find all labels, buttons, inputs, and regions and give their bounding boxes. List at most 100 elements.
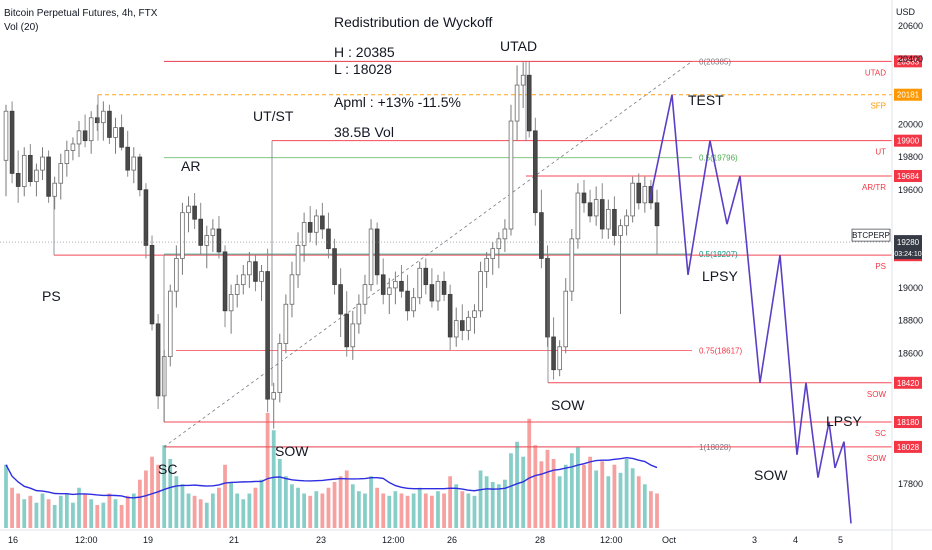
symbol-title: Bitcoin Perpetual Futures, 4h, FTX (4, 8, 158, 19)
candlesticks (3, 61, 660, 429)
volume-bar (490, 482, 495, 528)
volume-bar (210, 493, 215, 528)
level-price-text: 18028 (897, 443, 920, 452)
level-label: UTAD (865, 68, 886, 77)
candle-body (326, 228, 331, 250)
candle-body (192, 205, 197, 220)
volume-bar (162, 445, 167, 528)
candle-body (240, 274, 246, 286)
candle-body (253, 261, 258, 282)
candle-body (46, 156, 51, 197)
volume-bar (350, 484, 355, 528)
volume-bar (521, 456, 526, 528)
candle-body (259, 271, 264, 282)
volume-bar (618, 472, 623, 528)
time-tick-label: 12:00 (382, 535, 405, 545)
volume-bar (557, 476, 562, 528)
volume-bar (290, 484, 294, 528)
candle-body (490, 248, 496, 259)
volume-bar (344, 470, 349, 528)
volume-bar (204, 502, 209, 528)
volume-bar (137, 479, 142, 528)
volume-bar (4, 464, 8, 528)
price-tick-label: 18600 (898, 348, 923, 358)
level-label: UT (875, 148, 886, 157)
volume-bar (624, 459, 629, 528)
candle-body (94, 117, 100, 124)
volume-bar (381, 493, 386, 528)
volume-bar (320, 493, 325, 528)
volume-bar (582, 464, 586, 528)
volume-bar (144, 470, 148, 528)
level-price-badge (894, 376, 922, 389)
candle-body (143, 189, 149, 246)
volume-bar (168, 459, 173, 528)
volume-bar (466, 493, 471, 528)
volume-bar (217, 487, 221, 528)
chart-title-annotation: Redistribution de Wyckoff (334, 14, 493, 30)
volume-bar (296, 487, 300, 528)
volume-bar (484, 476, 489, 528)
price-tick-label: 20400 (898, 54, 923, 64)
volume-bar (180, 484, 185, 528)
candle-body (15, 172, 21, 187)
level-price-text: 20385 (897, 57, 920, 66)
level-price-text: 18180 (897, 418, 920, 427)
candle-body (356, 303, 362, 325)
volume-bar (198, 499, 203, 528)
volume-bar (460, 491, 465, 528)
volume-bar (448, 476, 453, 528)
volume-bar (600, 461, 605, 528)
candle-body (277, 343, 283, 393)
volume-bar (89, 499, 94, 528)
volume-bar (533, 445, 538, 528)
time-tick-label: 3 (752, 535, 757, 545)
candle-body (222, 251, 228, 312)
candle-body (107, 110, 112, 138)
volume-bar (247, 493, 252, 528)
volume-bar (28, 495, 33, 528)
volume-bar (277, 459, 282, 528)
candle-body (417, 267, 423, 299)
volume-bar (22, 499, 27, 528)
time-axis[interactable]: 16 12:00 19 21 23 12:00 26 28 12:00 Oct 3 4 5 (0, 529, 932, 545)
current-price-text: 19280 (897, 238, 920, 247)
candle-body (618, 225, 623, 236)
volume-bar (271, 430, 276, 528)
volume-bar (235, 493, 240, 528)
level-price-badge (894, 440, 922, 453)
candle-body (314, 215, 319, 233)
candle-body (28, 155, 33, 182)
level-label: AR/TR (862, 183, 886, 192)
candle-body (58, 163, 64, 184)
drawing-overlays: BTCPERP 19280 03:24:10 (0, 61, 922, 524)
label-ar: AR (181, 158, 201, 174)
volume-bar (131, 493, 136, 528)
time-tick-label: Oct (662, 535, 677, 545)
volume-bar (423, 493, 428, 528)
symbol-badge-text: BTCPERP (852, 231, 890, 240)
volume-bar (186, 493, 191, 528)
level-label: SFP (870, 102, 886, 111)
price-axis[interactable]: 20600 20400 20000 19800 19600 19000 18800 18600… (891, 0, 923, 550)
level-label: SOW (867, 454, 887, 463)
time-tick-label: 19 (143, 535, 153, 545)
countdown-text: 03:24:10 (894, 251, 921, 258)
volume-bar (588, 456, 592, 528)
candle-body (155, 323, 161, 397)
candle-body (630, 182, 635, 217)
volume-bar (387, 495, 392, 528)
volume-bar (649, 491, 653, 528)
candle-body (9, 110, 15, 174)
amplitude-annotation: Apml : +13% -11.5% (334, 94, 461, 110)
candle-body (307, 222, 313, 233)
candle-body (125, 146, 130, 171)
volume-bar (503, 479, 507, 528)
candle-body (101, 110, 106, 124)
price-tick-label: 20000 (898, 119, 923, 129)
volume-bar (326, 487, 331, 528)
candle-body (301, 222, 307, 246)
candle-body (441, 280, 447, 295)
candle-body (654, 202, 660, 227)
